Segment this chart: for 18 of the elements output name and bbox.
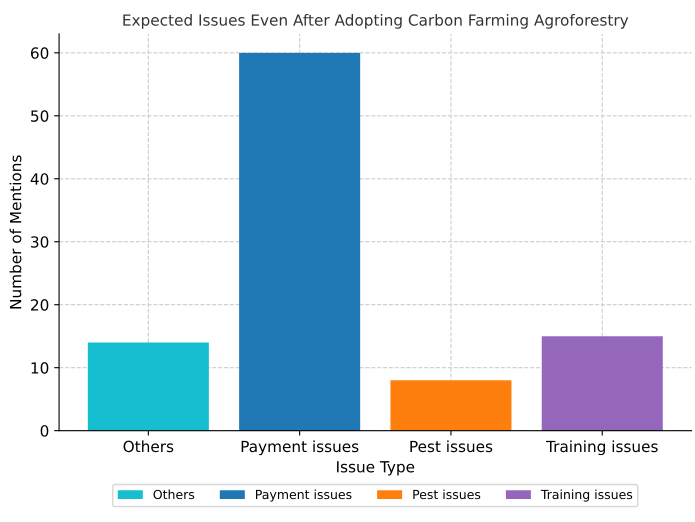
y-tick-label: 20 [31,299,48,311]
x-axis-title: Issue Type [337,461,414,476]
x-tick-label: Payment issues [242,440,358,456]
chart-title: Expected Issues Even After Adopting Carbon Farming Agroforestry [123,14,628,29]
y-tick-label: 50 [31,110,48,122]
x-tick-label: Others [124,440,174,452]
y-tick-label: 40 [30,173,48,185]
x-tick-label: Training issues [546,440,658,456]
y-tick-label: 10 [32,362,48,374]
y-tick-label: 0 [40,425,48,437]
legend-label: Others [153,490,194,500]
y-tick-label: 60 [30,47,48,59]
y-tick-label: 30 [31,236,48,248]
y-axis-title: Number of Mentions [10,155,22,308]
legend-label: Pest issues [413,490,480,500]
legend-label: Training issues [540,490,632,502]
legend-label: Payment issues [256,490,352,502]
x-tick-label: Pest issues [410,440,492,452]
